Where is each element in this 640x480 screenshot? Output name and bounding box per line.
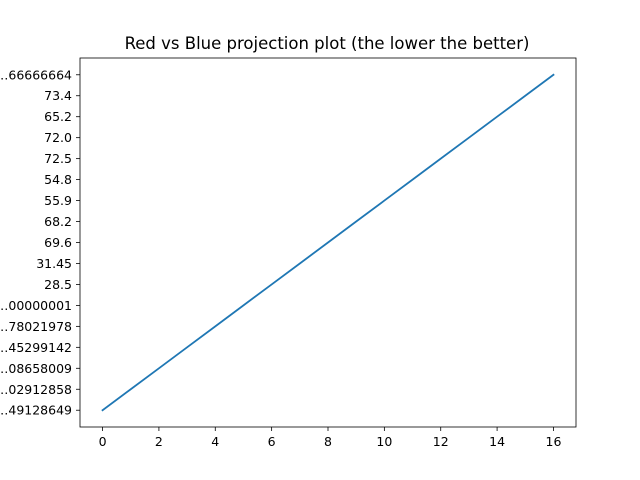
y-tick-label: 54.8 — [44, 172, 72, 187]
plot-area: 0 2 4 6 8 10 12 14 16 …49128649 …02912858 …08658009… — [0, 57, 577, 449]
y-tick-label: 65.2 — [44, 109, 72, 124]
y-tick-label: …45299142 — [0, 340, 72, 355]
series-line — [101, 73, 555, 412]
y-tick-label: 73.4 — [44, 88, 72, 103]
x-tick-label: 14 — [489, 434, 505, 449]
y-tick-label: …08658009 — [0, 361, 72, 376]
x-tick-label: 16 — [546, 434, 562, 449]
x-tick-label: 4 — [211, 434, 219, 449]
y-tick-label: 28.5 — [44, 277, 72, 292]
y-tick-label: …78021978 — [0, 319, 72, 334]
x-tick-label: 2 — [155, 434, 163, 449]
y-tick-label: …02912858 — [0, 382, 72, 397]
x-tick-label: 10 — [376, 434, 392, 449]
x-tick-label: 12 — [433, 434, 449, 449]
y-tick-label: 72.5 — [44, 151, 72, 166]
y-tick-label: …00000001 — [0, 298, 72, 313]
y-tick-label: …49128649 — [0, 403, 72, 418]
x-tick-label: 0 — [99, 434, 107, 449]
y-tick-label: 69.6 — [44, 235, 72, 250]
x-tick-label: 6 — [268, 434, 276, 449]
chart-title: Red vs Blue projection plot (the lower t… — [125, 34, 530, 53]
y-tick-label: 68.2 — [44, 214, 72, 229]
y-tick-label: …66666664 — [0, 67, 72, 82]
x-tick-label: 8 — [324, 434, 332, 449]
y-tick-label: 55.9 — [44, 193, 72, 208]
y-tick-label: 72.0 — [44, 130, 72, 145]
y-tick-label: 31.45 — [36, 256, 72, 271]
